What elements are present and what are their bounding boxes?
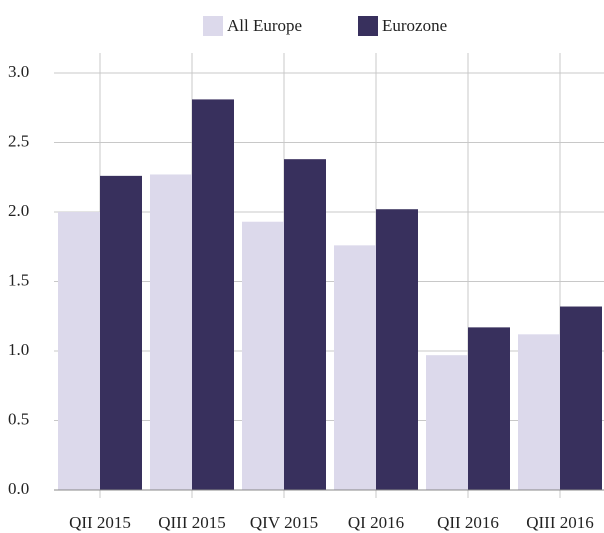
y-tick-label: 2.5	[8, 131, 29, 150]
x-tick-label: QI 2016	[348, 513, 404, 532]
bar	[376, 209, 418, 490]
bar	[560, 306, 602, 490]
x-tick-label: QIII 2015	[158, 513, 226, 532]
bar	[242, 221, 284, 491]
bar	[100, 175, 142, 491]
y-tick-label: 1.0	[8, 340, 29, 359]
legend-label: All Europe	[227, 16, 302, 35]
legend-swatch	[203, 16, 223, 36]
bar	[58, 212, 100, 490]
bar	[426, 355, 468, 490]
x-tick-label: QII 2015	[69, 513, 131, 532]
y-tick-label: 2.0	[8, 201, 29, 220]
legend-swatch	[358, 16, 378, 36]
bar	[192, 99, 234, 490]
x-tick-label: QIII 2016	[526, 513, 594, 532]
y-tick-label: 0.5	[8, 409, 29, 428]
y-tick-label: 3.0	[8, 62, 29, 81]
bar	[468, 327, 510, 490]
legend-label: Eurozone	[382, 16, 447, 35]
x-tick-label: QII 2016	[437, 513, 499, 532]
y-tick-label: 0.0	[8, 479, 29, 498]
bar	[518, 334, 560, 490]
y-tick-label: 1.5	[8, 270, 29, 289]
bar	[150, 174, 192, 490]
bar	[284, 159, 326, 490]
bar	[334, 245, 376, 490]
x-tick-label: QIV 2015	[250, 513, 318, 532]
